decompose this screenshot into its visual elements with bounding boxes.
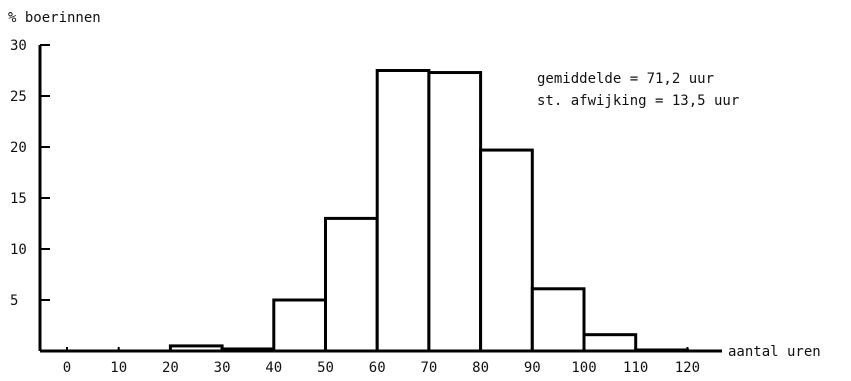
x-tick-label: 40 (265, 360, 282, 376)
x-tick-label: 100 (571, 360, 596, 376)
y-tick-label: 10 (10, 242, 27, 258)
histogram-bar-50-60 (324, 216, 379, 353)
bars-group (168, 69, 689, 353)
histogram-bar-60-70 (375, 69, 431, 353)
x-tick-label: 110 (623, 360, 648, 376)
histogram-bar-70-80 (427, 71, 483, 353)
histogram-bar-40-50 (272, 298, 327, 353)
x-axis-label: aantal uren (728, 344, 821, 360)
x-tick-label: 30 (214, 360, 231, 376)
x-tick-label: 90 (524, 360, 541, 376)
y-tick-label: 30 (10, 38, 27, 54)
y-tick-label: 5 (10, 293, 18, 309)
x-ticks-group: 0 10 20 30 40 50 60 70 80 90 100 110 120 (63, 347, 700, 376)
x-tick-label: 60 (369, 360, 386, 376)
x-tick-label: 80 (472, 360, 489, 376)
x-tick-label: 70 (420, 360, 437, 376)
y-tick-label: 20 (10, 140, 27, 156)
x-tick-label: 50 (317, 360, 334, 376)
mean-annotation: gemiddelde = 71,2 uur (537, 71, 714, 87)
stdev-annotation: st. afwijking = 13,5 uur (537, 93, 739, 109)
x-tick-label: 20 (162, 360, 179, 376)
y-tick-label: 15 (10, 191, 27, 207)
y-tick-label: 25 (10, 89, 27, 105)
x-tick-label: 0 (63, 360, 71, 376)
histogram-bar-100-110 (582, 333, 638, 353)
y-axis-label: % boerinnen (8, 10, 101, 26)
x-tick-label: 10 (110, 360, 127, 376)
histogram-bar-80-90 (479, 148, 534, 353)
x-tick-label: 120 (675, 360, 700, 376)
histogram-bar-90-100 (530, 287, 586, 353)
y-ticks-group: 30 25 20 15 10 5 (10, 38, 50, 309)
